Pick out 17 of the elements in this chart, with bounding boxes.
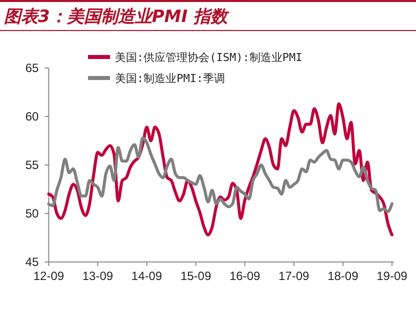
- x-tick-label: 14-09: [131, 269, 162, 283]
- y-tick-label: 60: [25, 110, 40, 124]
- x-tick-label: 16-09: [229, 269, 261, 283]
- chart-title: 图表3：美国制造业PMI 指数: [4, 6, 230, 27]
- line-series: [47, 102, 394, 236]
- y-tick-label: 55: [25, 158, 40, 172]
- x-tick-label: 12-09: [33, 269, 64, 283]
- x-tick-label: 15-09: [180, 269, 212, 283]
- x-tick-label: 19-09: [376, 269, 408, 283]
- y-tick-label: 65: [25, 61, 40, 76]
- x-tick-label: 13-09: [82, 269, 114, 283]
- x-tick-label: 18-09: [328, 269, 359, 283]
- y-tick-label: 50: [25, 206, 40, 221]
- legend-label: 美国:制造业PMI:季调: [115, 72, 226, 85]
- y-tick-label: 45: [25, 255, 40, 270]
- x-tick-label: 17-09: [278, 269, 310, 283]
- legend-label: 美国:供应管理协会(ISM):制造业PMI: [115, 50, 302, 64]
